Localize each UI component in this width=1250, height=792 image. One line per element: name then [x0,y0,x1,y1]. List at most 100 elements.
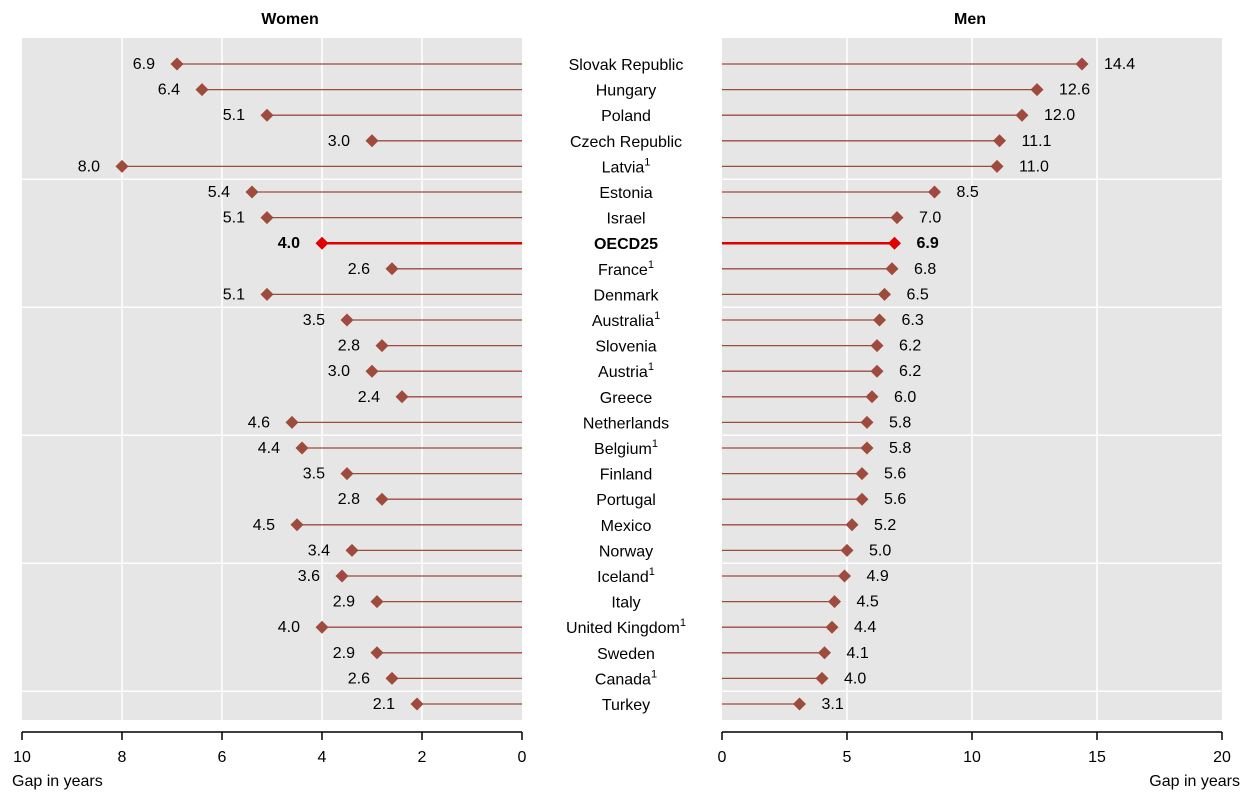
women-value-label: 4.0 [278,619,300,636]
men-marker [928,185,941,199]
women-value-label: 2.9 [333,645,355,662]
men-value-label: 6.2 [899,338,921,355]
category-label: Finland [600,467,652,484]
category-footnote-marker: 1 [648,259,654,271]
category-footnote-marker: 1 [651,668,657,680]
category-label: Israel [606,211,645,228]
men-value-label: 6.3 [902,312,924,329]
men-marker [885,262,899,276]
men-value-label: 12.6 [1059,82,1090,99]
women-marker [170,57,184,71]
men-marker [870,364,884,378]
category-label: OECD25 [594,236,658,253]
women-value-label: 3.4 [308,542,330,559]
category-label: Estonia [599,185,652,202]
women-value-label: 3.0 [328,363,350,380]
women-marker [295,441,309,455]
women-value-label: 3.6 [298,568,320,585]
category-label: France1 [598,259,654,279]
women-marker [260,287,274,301]
category-footnote-marker: 1 [648,361,654,373]
men-marker [865,390,879,404]
men-marker [1015,108,1029,122]
category-label: Netherlands [583,415,669,432]
women-marker [115,159,129,173]
men-value-label: 6.2 [899,363,921,380]
women-marker [365,364,379,378]
women-value-label: 5.1 [223,107,245,124]
women-panel: 10 8 6 4 2 0 6.96.4 5.1 3.0 8.0 5.4 5.1 4.0 2.6 5.1 3.5… [13,38,527,766]
women-value-label: 5.1 [223,286,245,303]
category-label: Slovenia [595,339,656,356]
women-value-label: 2.6 [348,261,370,278]
women-value-label: 6.4 [158,82,180,99]
women-marker [410,697,424,711]
men-marker [828,595,841,609]
women-marker [260,108,274,122]
category-footnote-marker: 1 [649,566,655,578]
men-x-tick-label: 10 [963,749,981,766]
women-value-label: 6.9 [133,56,155,73]
men-marker [855,492,869,506]
women-marker [260,211,274,225]
women-marker [375,339,389,353]
women-value-label: 4.0 [278,235,300,252]
men-value-label: 11.1 [1022,133,1052,150]
men-marker [990,159,1004,173]
women-value-label: 4.5 [253,517,275,534]
category-label: Belgium1 [594,438,658,458]
men-x-axis-label: Gap in years [1149,773,1240,790]
men-value-label: 4.4 [854,619,876,636]
category-label: Austria1 [598,361,654,381]
category-label: Norway [599,543,653,560]
women-value-label: 5.4 [208,184,230,201]
category-label: United Kingdom1 [566,617,686,637]
women-marker [315,236,329,250]
category-label: Italy [611,595,640,612]
category-label: Mexico [601,518,652,535]
women-x-tick-label: 8 [118,749,127,766]
category-footnote-marker: 1 [654,310,660,322]
men-marker [993,134,1006,148]
women-marker [365,134,379,148]
men-value-label: 4.9 [867,568,889,585]
category-footnote-marker: 1 [680,617,686,629]
women-value-label: 2.4 [358,389,380,406]
men-value-label: 6.9 [917,235,939,252]
men-value-label: 14.4 [1104,56,1135,73]
men-marker [878,287,891,301]
men-value-label: 5.8 [889,414,911,431]
men-value-label: 4.1 [847,645,869,662]
women-plot-background [22,38,522,720]
men-marker [860,415,874,429]
men-marker [888,236,901,250]
men-value-label: 12.0 [1044,107,1075,124]
women-marker [385,671,399,685]
men-marker [855,467,869,481]
women-panel-title: Women [261,11,318,28]
category-footnote-marker: 1 [652,438,658,450]
category-label: Latvia1 [602,156,651,176]
category-label: Sweden [597,646,655,663]
men-marker [860,441,874,455]
women-x-tick-label: 0 [518,749,527,766]
men-panel: 0 5 10 15 20 14.4 12.6 12.0 11.1 11.0 8.5 7.0 6.9 6.8… [718,38,1231,766]
women-value-label: 2.6 [348,670,370,687]
women-marker [285,415,299,429]
men-x-tick-label: 0 [718,749,727,766]
men-x-tick-label: 20 [1213,749,1231,766]
category-label: Iceland1 [597,566,655,586]
women-marker [315,620,329,634]
category-label: Canada1 [595,668,657,688]
women-value-label: 3.0 [328,133,350,150]
men-marker [818,646,831,660]
women-value-label: 2.9 [333,594,355,611]
women-x-tick-label: 10 [13,749,31,766]
men-marker [1030,83,1044,97]
women-x-tick-label: 6 [218,749,227,766]
men-marker [870,339,884,353]
category-label: Australia1 [592,310,660,330]
men-value-label: 5.0 [869,542,891,559]
men-value-label: 4.0 [844,670,866,687]
